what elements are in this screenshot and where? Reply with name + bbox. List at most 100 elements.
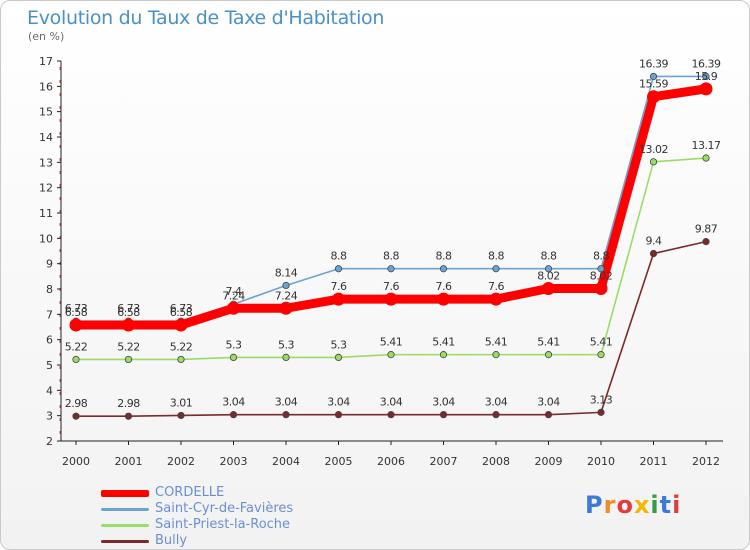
data-point-bully bbox=[124, 412, 133, 420]
data-point-bully bbox=[282, 411, 290, 419]
data-point-saint-cyr-de-favieres bbox=[492, 265, 500, 273]
logo-letter: x bbox=[633, 491, 651, 519]
legend-swatch-saint-cyr bbox=[101, 507, 149, 511]
data-point-saint-priest-la-roche bbox=[492, 351, 500, 359]
data-point-saint-cyr-de-favieres bbox=[334, 265, 343, 273]
data-label-cordelle: 6.58 bbox=[65, 306, 88, 319]
data-label-saint-cyr-de-favieres: 8.8 bbox=[488, 250, 504, 263]
data-point-cordelle bbox=[542, 281, 555, 295]
data-label-saint-priest-la-roche: 5.41 bbox=[485, 336, 508, 349]
data-point-saint-cyr-de-favieres bbox=[282, 281, 290, 290]
data-label-cordelle: 8.02 bbox=[537, 269, 560, 282]
data-point-cordelle bbox=[122, 318, 135, 332]
data-label-bully: 2.98 bbox=[117, 397, 140, 410]
data-label-saint-priest-la-roche: 13.02 bbox=[639, 143, 668, 156]
data-point-cordelle bbox=[332, 292, 345, 306]
data-label-cordelle: 15.9 bbox=[695, 70, 718, 83]
data-point-saint-priest-la-roche bbox=[649, 158, 658, 166]
logo-letter: o bbox=[616, 491, 634, 519]
data-point-cordelle bbox=[174, 318, 188, 332]
data-label-bully: 2.98 bbox=[65, 397, 88, 410]
y-tick-label: 17 bbox=[39, 55, 53, 68]
x-tick-label: 2000 bbox=[62, 455, 90, 468]
data-label-cordelle: 6.58 bbox=[117, 306, 140, 319]
data-label-saint-cyr-de-favieres: 8.8 bbox=[541, 250, 557, 263]
x-tick-label: 2002 bbox=[167, 455, 195, 468]
x-tick-label: 2004 bbox=[272, 455, 300, 468]
data-point-bully bbox=[72, 412, 80, 420]
data-point-saint-priest-la-roche bbox=[439, 351, 448, 359]
data-point-cordelle bbox=[69, 318, 83, 332]
logo-letter: i bbox=[650, 491, 660, 519]
data-label-saint-cyr-de-favieres: 8.14 bbox=[275, 266, 298, 279]
data-label-saint-priest-la-roche: 5.41 bbox=[432, 336, 455, 349]
data-label-cordelle: 7.6 bbox=[383, 280, 399, 293]
data-point-cordelle bbox=[699, 82, 713, 96]
data-label-bully: 3.01 bbox=[170, 396, 193, 409]
y-tick-label: 13 bbox=[39, 156, 53, 169]
data-point-cordelle bbox=[279, 301, 293, 315]
data-point-saint-cyr-de-favieres bbox=[649, 72, 658, 81]
data-label-bully: 3.04 bbox=[327, 396, 350, 409]
data-label-saint-priest-la-roche: 5.22 bbox=[117, 340, 140, 353]
legend-label-saint-priest: Saint-Priest-la-Roche bbox=[155, 517, 291, 532]
chart-subtitle: (en %) bbox=[28, 30, 65, 43]
data-point-bully bbox=[702, 238, 710, 246]
legend-label-saint-cyr: Saint-Cyr-de-Favières bbox=[155, 501, 294, 516]
data-point-saint-cyr-de-favieres bbox=[702, 72, 710, 81]
y-tick-label: 16 bbox=[39, 80, 53, 93]
data-label-saint-cyr-de-favieres: 7.4 bbox=[226, 285, 242, 298]
data-label-bully: 3.04 bbox=[275, 396, 298, 409]
logo-letter: P bbox=[585, 491, 604, 519]
data-point-saint-priest-la-roche bbox=[72, 355, 80, 364]
x-tick-label: 2010 bbox=[587, 455, 615, 468]
data-label-saint-priest-la-roche: 5.41 bbox=[537, 336, 560, 349]
data-point-bully bbox=[387, 411, 395, 419]
data-point-bully bbox=[334, 411, 343, 419]
data-label-cordelle: 7.6 bbox=[488, 280, 504, 293]
legend-swatch-saint-priest bbox=[101, 523, 149, 527]
data-label-bully: 9.87 bbox=[695, 223, 718, 236]
logo-letter: t bbox=[659, 491, 673, 519]
data-point-saint-priest-la-roche bbox=[702, 154, 710, 162]
y-tick-label: 9 bbox=[46, 258, 53, 271]
data-point-bully bbox=[439, 411, 448, 419]
x-tick-label: 2008 bbox=[482, 455, 510, 468]
y-tick-label: 3 bbox=[46, 410, 53, 423]
data-point-saint-cyr-de-favieres bbox=[544, 265, 553, 273]
data-point-bully bbox=[597, 408, 605, 416]
y-tick-label: 15 bbox=[39, 106, 53, 119]
data-label-cordelle: 15.59 bbox=[639, 78, 668, 91]
legend-item-bully: Bully bbox=[101, 533, 293, 549]
data-point-cordelle bbox=[437, 292, 450, 306]
legend-swatch-cordelle bbox=[101, 489, 149, 497]
data-point-bully bbox=[229, 411, 238, 419]
data-point-saint-priest-la-roche bbox=[387, 351, 395, 359]
data-label-cordelle: 7.24 bbox=[275, 289, 298, 302]
data-label-bully: 3.13 bbox=[590, 393, 613, 406]
data-label-saint-priest-la-roche: 5.3 bbox=[278, 338, 294, 351]
data-point-cordelle bbox=[227, 301, 240, 315]
x-tick-label: 2003 bbox=[220, 455, 248, 468]
data-label-saint-cyr-de-favieres: 16.39 bbox=[692, 57, 721, 70]
data-point-saint-priest-la-roche bbox=[282, 353, 290, 361]
y-tick-label: 10 bbox=[39, 232, 53, 245]
data-label-saint-priest-la-roche: 5.22 bbox=[170, 340, 193, 353]
data-point-saint-priest-la-roche bbox=[544, 351, 553, 359]
legend-swatch-bully bbox=[101, 539, 149, 543]
data-label-saint-cyr-de-favieres: 8.8 bbox=[331, 250, 347, 263]
data-point-saint-priest-la-roche bbox=[597, 351, 605, 359]
data-label-saint-cyr-de-favieres: 16.39 bbox=[639, 57, 668, 70]
data-label-saint-priest-la-roche: 5.41 bbox=[380, 336, 403, 349]
data-label-saint-cyr-de-favieres: 8.8 bbox=[383, 250, 399, 263]
data-label-saint-cyr-de-favieres: 8.8 bbox=[436, 250, 452, 263]
data-label-cordelle: 8.02 bbox=[590, 269, 613, 282]
data-point-saint-priest-la-roche bbox=[124, 355, 133, 364]
y-tick-label: 2 bbox=[46, 435, 53, 448]
y-tick-label: 12 bbox=[39, 182, 53, 195]
legend-item-saint-priest: Saint-Priest-la-Roche bbox=[101, 517, 293, 533]
data-point-saint-cyr-de-favieres bbox=[597, 265, 605, 273]
data-point-cordelle bbox=[384, 292, 398, 306]
